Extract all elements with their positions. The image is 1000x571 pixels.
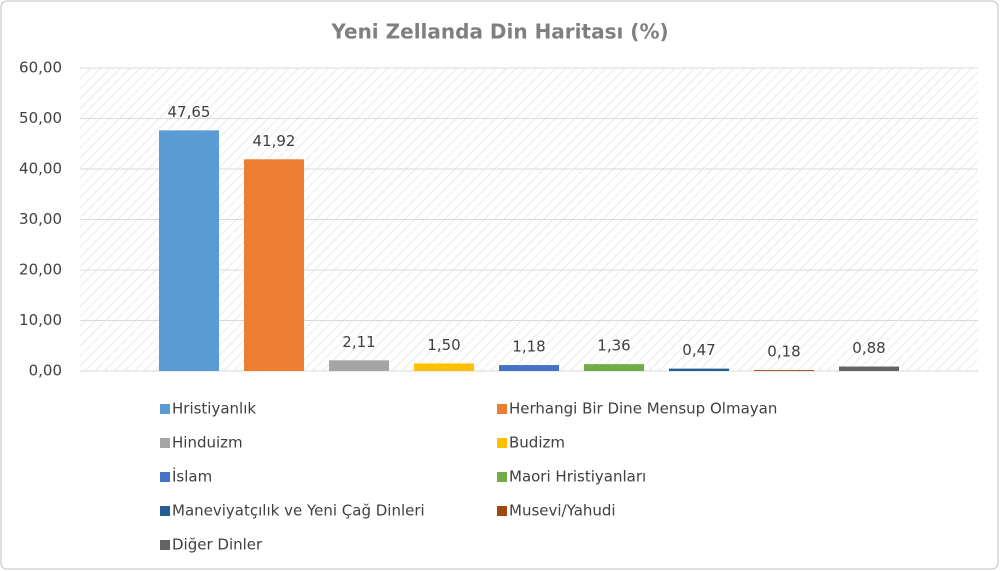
data-label: 1,18 <box>512 338 545 356</box>
chart-title: Yeni Zellanda Din Haritası (%) <box>330 20 668 44</box>
data-label: 0,18 <box>767 343 800 361</box>
legend-label: Musevi/Yahudi <box>509 502 616 520</box>
y-tick-label: 30,00 <box>19 210 62 228</box>
legend-label: Budizm <box>509 434 565 452</box>
legend-swatch <box>497 404 507 414</box>
bar <box>329 360 389 371</box>
data-label: 47,65 <box>168 103 211 121</box>
bar <box>244 159 304 371</box>
data-label: 1,36 <box>597 337 630 355</box>
legend-swatch <box>160 540 170 550</box>
bar <box>414 363 474 371</box>
bar <box>839 366 899 371</box>
bar <box>754 370 814 371</box>
data-label: 41,92 <box>253 132 296 150</box>
data-label: 0,88 <box>852 339 885 357</box>
y-tick-label: 40,00 <box>19 160 62 178</box>
legend-swatch <box>160 506 170 516</box>
legend-swatch <box>497 472 507 482</box>
legend-label: Maneviyatçılık ve Yeni Çağ Dinleri <box>172 502 425 520</box>
legend-swatch <box>497 506 507 516</box>
legend-swatch <box>160 438 170 448</box>
y-tick-label: 60,00 <box>19 59 62 77</box>
data-label: 2,11 <box>342 333 375 351</box>
bar <box>499 365 559 371</box>
legend-label: Maori Hristiyanları <box>509 468 646 486</box>
legend-label: Herhangi Bir Dine Mensup Olmayan <box>509 400 777 418</box>
bar <box>584 364 644 371</box>
legend-swatch <box>160 472 170 482</box>
y-tick-label: 10,00 <box>19 311 62 329</box>
data-label: 1,50 <box>427 336 460 354</box>
legend-label: Diğer Dinler <box>172 536 263 554</box>
y-tick-label: 0,00 <box>29 362 62 380</box>
y-tick-label: 20,00 <box>19 261 62 279</box>
legend-swatch <box>497 438 507 448</box>
legend-label: Hristiyanlık <box>172 400 256 418</box>
legend-label: İslam <box>172 467 212 486</box>
legend-label: Hinduizm <box>172 434 243 452</box>
data-label: 0,47 <box>682 341 715 359</box>
bar <box>669 368 729 371</box>
y-tick-label: 50,00 <box>19 109 62 127</box>
bar <box>159 130 219 371</box>
legend-swatch <box>160 404 170 414</box>
